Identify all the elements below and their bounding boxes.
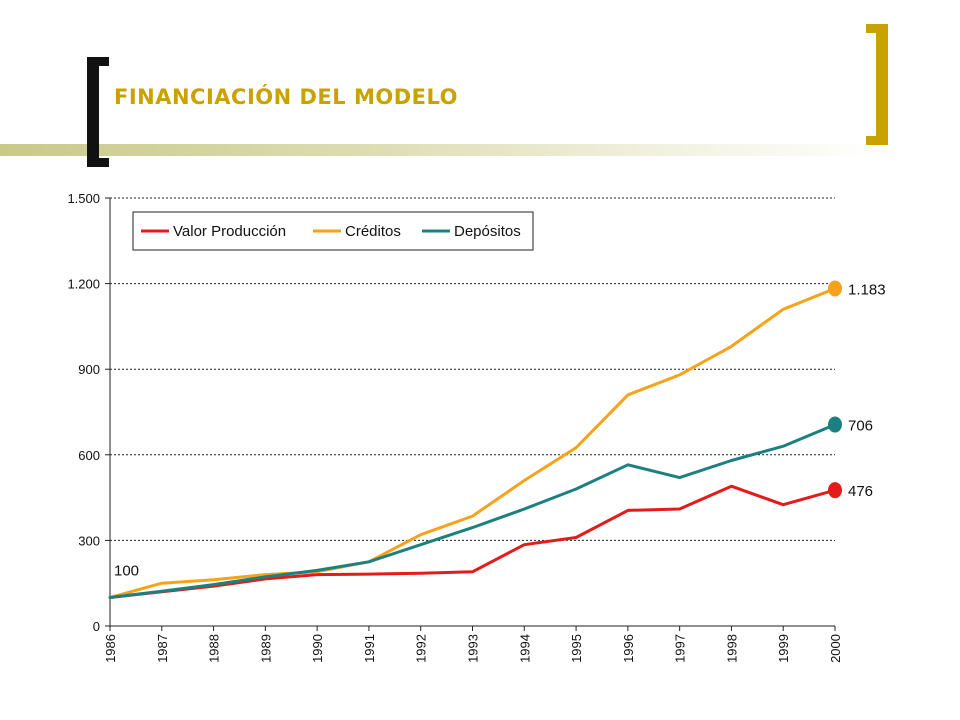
- x-tick-label: 1995: [569, 634, 584, 663]
- x-tick-label: 1991: [362, 634, 377, 663]
- y-tick-label: 300: [78, 533, 100, 548]
- right-bracket-decoration: [866, 24, 888, 145]
- series-line: [108, 423, 837, 599]
- x-tick-label: 1994: [517, 634, 532, 663]
- legend-label: Depósitos: [454, 223, 521, 240]
- start-annotation: 100: [114, 562, 139, 579]
- legend-label: Valor Producción: [173, 223, 286, 240]
- series-end-marker: [828, 482, 842, 499]
- x-tick-label: 1993: [466, 634, 481, 663]
- series-line: [108, 287, 837, 599]
- y-tick-label: 1.200: [67, 277, 100, 292]
- x-tick-label: 1997: [673, 634, 688, 663]
- y-tick-label: 600: [78, 448, 100, 463]
- legend-label: Créditos: [345, 223, 401, 240]
- x-tick-label: 1987: [155, 634, 170, 663]
- x-tick-label: 1996: [621, 634, 636, 663]
- series-line: [108, 484, 837, 599]
- x-tick-label: 1990: [310, 634, 325, 663]
- series-end-marker: [828, 416, 842, 433]
- header-gradient-bar: [0, 144, 880, 156]
- series-end-marker: [828, 280, 842, 297]
- y-tick-label: 0: [93, 619, 100, 634]
- y-tick-label: 1.500: [67, 191, 100, 206]
- x-tick-label: 1986: [103, 634, 118, 663]
- x-tick-label: 1988: [207, 634, 222, 663]
- series-end-label: 1.183: [848, 281, 886, 298]
- series-end-label: 476: [848, 483, 873, 500]
- series-end-label: 706: [848, 418, 873, 435]
- x-tick-label: 2000: [828, 634, 843, 663]
- y-tick-label: 900: [78, 362, 100, 377]
- page-title: FINANCIACIÓN DEL MODELO: [114, 85, 458, 109]
- x-tick-label: 1998: [724, 634, 739, 663]
- left-bracket-decoration: [87, 57, 109, 167]
- x-tick-label: 1992: [414, 634, 429, 663]
- x-tick-label: 1999: [776, 634, 791, 663]
- x-tick-label: 1989: [258, 634, 273, 663]
